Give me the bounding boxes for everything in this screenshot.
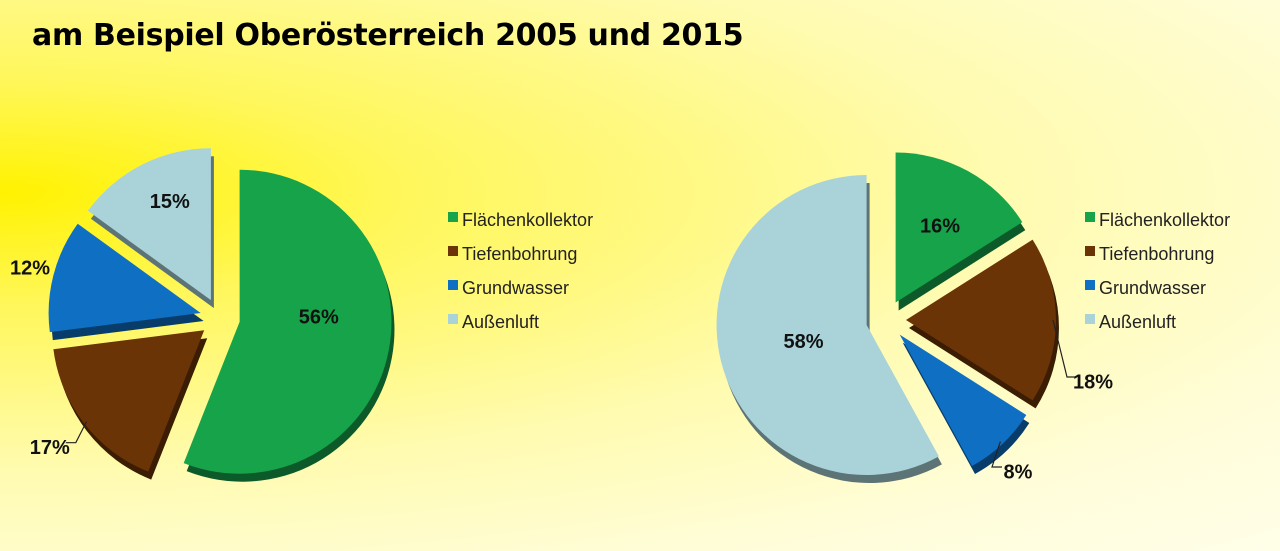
leader-line-tiefenbohrung-2015 — [1052, 319, 1077, 378]
pie-slice-grundwasser-2005 — [48, 223, 201, 333]
page-title: am Beispiel Oberösterreich 2005 und 2015 — [32, 18, 744, 53]
data-label-flaechenkollektor-2005: 56% — [299, 306, 339, 328]
legend-swatch-aussenluft-2015 — [1085, 314, 1095, 324]
leader-line-tiefenbohrung-2005 — [65, 421, 88, 444]
legend-swatch-tiefenbohrung-2005 — [448, 246, 458, 256]
legend-label-tiefenbohrung-2015: Tiefenbohrung — [1099, 244, 1214, 264]
pie-slice-flaechenkollektor-2015 — [895, 152, 1023, 303]
legend-swatch-grundwasser-2015 — [1085, 280, 1095, 290]
pie-slice-flaechenkollektor-2005 — [183, 169, 392, 474]
pie-slice-aussenluft-2005 — [87, 148, 211, 301]
legend-swatch-flaechenkollektor-2015 — [1085, 212, 1095, 222]
pie-chart-2005: 56% 17% 12% 15% Flächenkollektor Tiefenbohrun… — [10, 148, 593, 482]
pie-slice-aussenluft-2015 — [716, 175, 939, 476]
legend-label-grundwasser-2005: Grundwasser — [462, 278, 569, 298]
data-label-grundwasser-2015: 8% — [1004, 461, 1033, 483]
legend-label-aussenluft-2005: Außenluft — [462, 312, 539, 332]
pie-slice-tiefenbohrung-2015 — [906, 239, 1056, 401]
data-label-tiefenbohrung-2015: 18% — [1073, 371, 1113, 393]
legend-swatch-flaechenkollektor-2005 — [448, 212, 458, 222]
legend-label-aussenluft-2015: Außenluft — [1099, 312, 1176, 332]
pie-slices-2015 — [716, 152, 1059, 484]
data-label-flaechenkollektor-2015: 16% — [920, 215, 960, 237]
data-label-tiefenbohrung-2005: 17% — [30, 437, 70, 459]
legend-label-grundwasser-2015: Grundwasser — [1099, 278, 1206, 298]
legend-2015: Flächenkollektor Tiefenbohrung Grundwasser… — [1085, 210, 1230, 332]
data-label-grundwasser-2005: 12% — [10, 258, 50, 280]
leader-line-grundwasser-2015 — [991, 441, 1002, 468]
pie-slices-2005 — [48, 148, 395, 482]
data-label-aussenluft-2015: 58% — [783, 331, 823, 353]
pie-slice-grundwasser-2015 — [899, 334, 1027, 466]
legend-swatch-grundwasser-2005 — [448, 280, 458, 290]
legend-label-flaechenkollektor-2015: Flächenkollektor — [1099, 210, 1230, 230]
pie-slice-tiefenbohrung-2005 — [53, 330, 205, 472]
legend-label-flaechenkollektor-2005: Flächenkollektor — [462, 210, 593, 230]
legend-2005: Flächenkollektor Tiefenbohrung Grundwasser… — [448, 210, 593, 332]
pie-chart-2015: 16% 18% 8% 58% Flächenkollektor Tiefenbohrung… — [716, 152, 1230, 484]
data-label-aussenluft-2005: 15% — [150, 191, 190, 213]
legend-swatch-tiefenbohrung-2015 — [1085, 246, 1095, 256]
legend-swatch-aussenluft-2005 — [448, 314, 458, 324]
legend-label-tiefenbohrung-2005: Tiefenbohrung — [462, 244, 577, 264]
